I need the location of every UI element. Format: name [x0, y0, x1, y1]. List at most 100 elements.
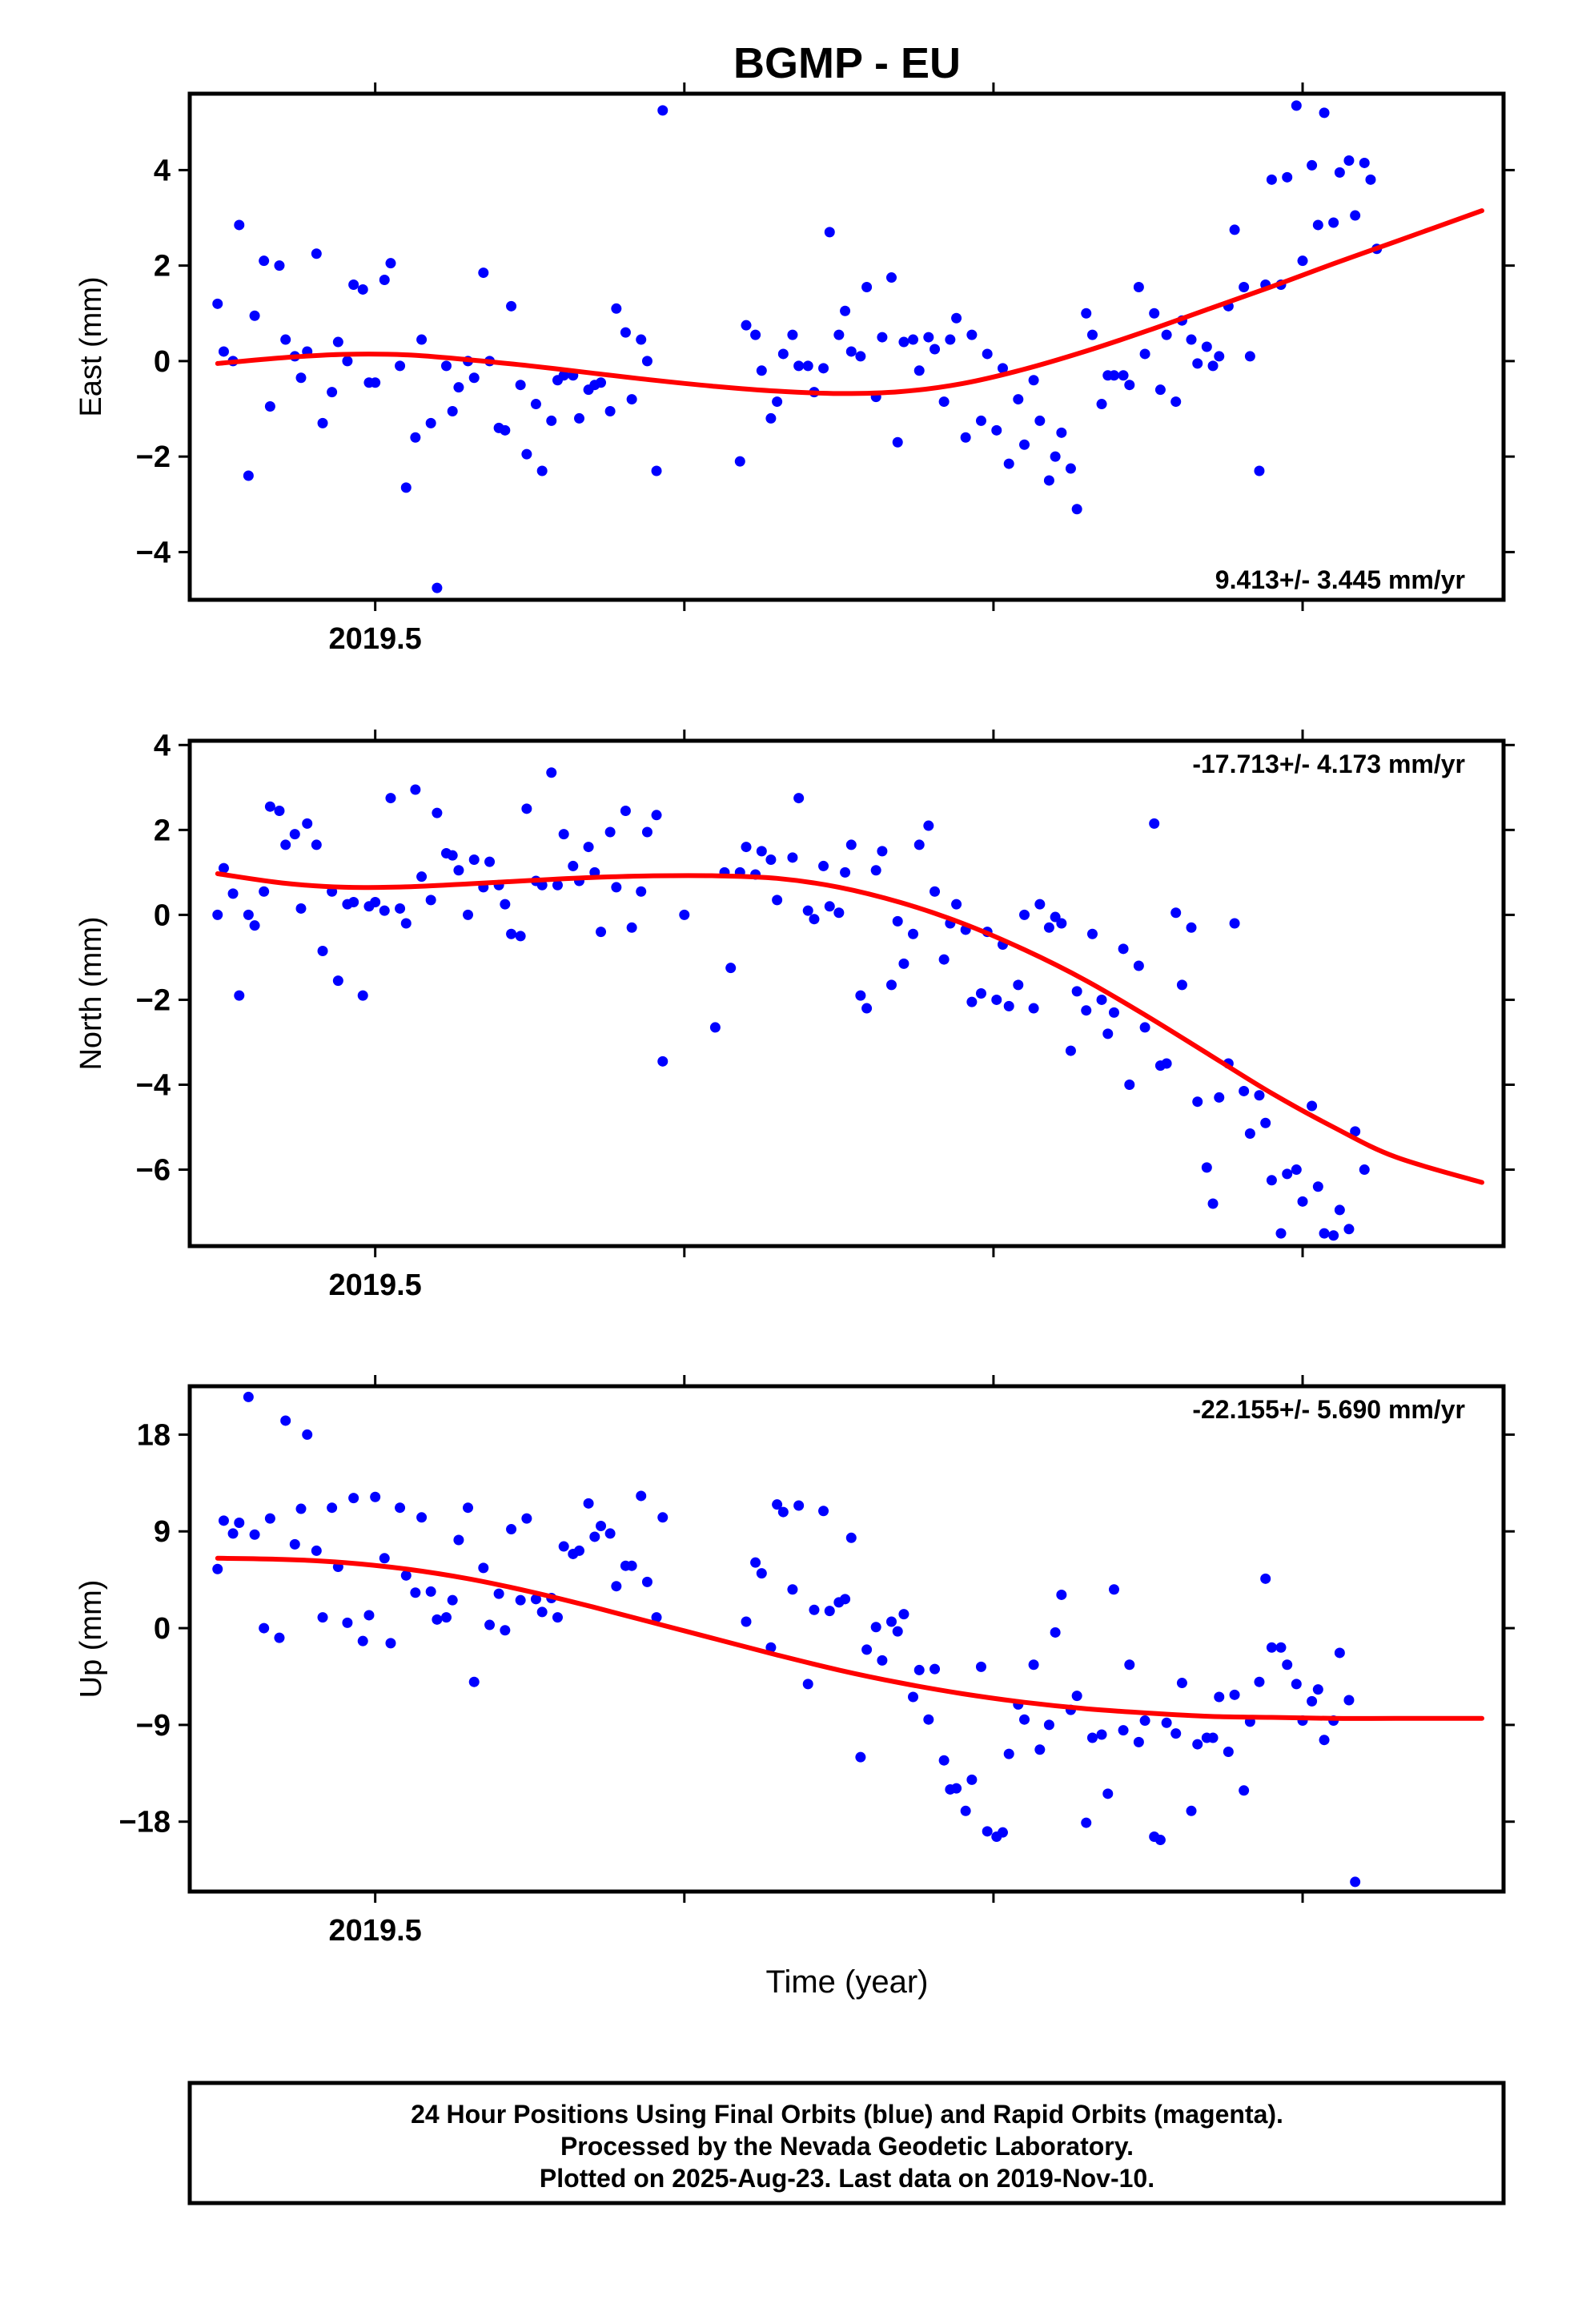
data-point	[824, 901, 835, 912]
data-point	[982, 1826, 993, 1837]
data-point	[1275, 1642, 1287, 1653]
data-point	[1291, 1164, 1302, 1176]
data-point	[636, 1490, 647, 1502]
data-point	[1312, 219, 1323, 231]
data-point	[1297, 1196, 1308, 1207]
data-point	[521, 803, 532, 814]
data-point	[892, 436, 903, 448]
data-point	[818, 1506, 829, 1517]
data-point	[793, 360, 805, 372]
data-point	[302, 1429, 313, 1440]
data-point	[641, 1576, 652, 1587]
data-point	[1201, 341, 1212, 352]
data-point	[908, 928, 919, 939]
data-point	[1154, 384, 1166, 396]
fit-curve	[215, 208, 1484, 396]
data-point	[574, 412, 585, 424]
data-point	[908, 1691, 919, 1703]
data-point	[997, 1827, 1008, 1838]
data-point	[468, 854, 480, 865]
north-panel: −6 −4 −2 0 2 4 2019.5 North (mm) -17.713+/- 4.17…	[74, 729, 1515, 1302]
data-point	[212, 909, 223, 920]
data-point	[218, 1515, 229, 1526]
data-point	[975, 415, 986, 426]
data-point	[515, 1594, 526, 1606]
data-point	[1028, 1003, 1039, 1014]
data-point	[1071, 986, 1082, 997]
data-point	[416, 1512, 428, 1523]
data-point	[1343, 1695, 1355, 1706]
footer-line-1: 24 Hour Positions Using Final Orbits (bl…	[411, 2100, 1283, 2129]
data-point	[1334, 1647, 1345, 1659]
data-point	[370, 896, 381, 907]
data-point	[1229, 1689, 1240, 1700]
data-point	[218, 346, 229, 357]
data-point	[709, 1022, 721, 1033]
data-point	[1207, 1198, 1219, 1209]
data-point	[765, 854, 777, 865]
data-point	[626, 1560, 637, 1571]
data-point	[1081, 1817, 1092, 1828]
data-point	[546, 767, 557, 778]
data-point	[1192, 1096, 1203, 1108]
data-point	[966, 329, 978, 340]
data-point	[641, 826, 652, 838]
data-point	[620, 805, 631, 816]
data-point	[636, 886, 647, 897]
y-tick-label: 0	[154, 345, 171, 379]
data-point	[395, 1502, 406, 1514]
data-point	[500, 1625, 511, 1636]
east-panel: −4 −2 0 2 4 2019.5 East (mm) 9.413+/- 3.445 mm/…	[74, 82, 1515, 656]
data-point	[1034, 415, 1046, 426]
data-point	[463, 1502, 474, 1514]
data-point	[991, 424, 1002, 436]
data-point	[840, 1594, 851, 1605]
data-point	[1003, 1000, 1014, 1011]
data-point	[583, 842, 594, 853]
data-point	[1086, 1732, 1098, 1743]
data-point	[370, 377, 381, 388]
data-point	[1307, 159, 1318, 171]
data-point	[1139, 1022, 1150, 1033]
data-point	[227, 1528, 239, 1539]
data-point	[1239, 281, 1250, 292]
data-point	[1291, 1679, 1302, 1690]
data-point	[1003, 458, 1014, 469]
data-point	[332, 336, 343, 348]
data-point	[249, 1529, 260, 1540]
data-point	[274, 805, 285, 816]
data-point	[861, 1644, 873, 1655]
data-point	[506, 928, 517, 939]
data-point	[1282, 1168, 1293, 1180]
data-point	[1108, 1584, 1119, 1595]
data-point	[877, 846, 888, 857]
plot-frame	[187, 91, 1506, 602]
data-point	[1214, 1092, 1225, 1103]
data-point	[1028, 375, 1039, 386]
data-point	[626, 394, 637, 405]
data-point	[1207, 1732, 1219, 1743]
data-point	[317, 417, 328, 428]
data-point	[357, 283, 368, 295]
data-point	[274, 260, 285, 271]
y-tick-label: 2	[154, 250, 171, 283]
data-point	[568, 860, 579, 871]
data-point	[530, 399, 541, 410]
data-point	[960, 1805, 971, 1816]
data-point	[1056, 427, 1067, 438]
data-point	[765, 1642, 777, 1653]
data-point	[1244, 351, 1255, 362]
data-point	[772, 1499, 783, 1510]
data-point	[515, 931, 526, 942]
data-point	[1244, 1128, 1255, 1139]
data-point	[1328, 217, 1339, 228]
data-point	[234, 219, 245, 231]
data-point	[1050, 451, 1061, 462]
data-point	[1192, 358, 1203, 369]
data-point	[1019, 909, 1030, 920]
data-point	[824, 227, 835, 238]
data-point	[332, 975, 343, 987]
data-point	[311, 248, 322, 259]
y-tick-label: 0	[154, 1612, 171, 1646]
data-point	[1071, 1691, 1082, 1702]
